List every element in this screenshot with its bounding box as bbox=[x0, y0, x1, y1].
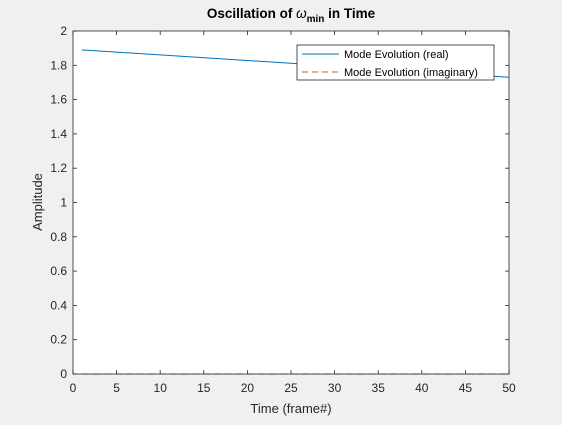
x-axis-label: Time (frame#) bbox=[250, 401, 331, 416]
y-tick-label: 0 bbox=[60, 367, 67, 381]
title-subscript: min bbox=[307, 14, 325, 25]
y-tick-label: 0.4 bbox=[50, 298, 67, 312]
y-tick-label: 0.6 bbox=[50, 264, 67, 278]
x-tick-label: 35 bbox=[372, 381, 386, 395]
x-tick-label: 40 bbox=[415, 381, 429, 395]
plot-frame bbox=[72, 30, 510, 375]
x-tick-label: 50 bbox=[502, 381, 516, 395]
x-tick-label: 25 bbox=[284, 381, 298, 395]
chart-title: Oscillation of ωmin in Time bbox=[207, 6, 376, 25]
x-tick-label: 10 bbox=[154, 381, 168, 395]
x-tick-label: 30 bbox=[328, 381, 342, 395]
y-tick-label: 1.6 bbox=[50, 93, 67, 107]
x-tick-label: 20 bbox=[241, 381, 255, 395]
x-tick-label: 0 bbox=[70, 381, 77, 395]
y-tick-label: 0.8 bbox=[50, 230, 67, 244]
axis-ticks: 0 5 10 15 20 25 30 35 40 45 50 0 0.2 0.4 0.6 0.8 1 1.2 1.4… bbox=[50, 24, 516, 395]
legend[interactable]: Mode Evolution (real) Mode Evolution (im… bbox=[296, 44, 495, 81]
legend-label-real: Mode Evolution (real) bbox=[344, 49, 449, 61]
x-tick-label: 5 bbox=[113, 381, 120, 395]
legend-box bbox=[296, 44, 495, 81]
title-prefix: Oscillation of bbox=[207, 6, 296, 21]
x-tick-label: 45 bbox=[459, 381, 473, 395]
y-tick-label: 1.4 bbox=[50, 127, 67, 141]
y-tick-label: 2 bbox=[60, 24, 67, 38]
legend-label-imaginary: Mode Evolution (imaginary) bbox=[344, 67, 478, 79]
title-symbol: ω bbox=[296, 6, 307, 21]
y-tick-label: 1.2 bbox=[50, 161, 67, 175]
title-suffix: in Time bbox=[324, 6, 375, 21]
y-tick-label: 1.8 bbox=[50, 58, 67, 72]
x-tick-label: 15 bbox=[197, 381, 211, 395]
y-tick-label: 1 bbox=[60, 196, 67, 210]
y-axis-label: Amplitude bbox=[30, 173, 45, 231]
plot-area bbox=[73, 31, 509, 374]
y-tick-label: 0.2 bbox=[50, 333, 67, 347]
